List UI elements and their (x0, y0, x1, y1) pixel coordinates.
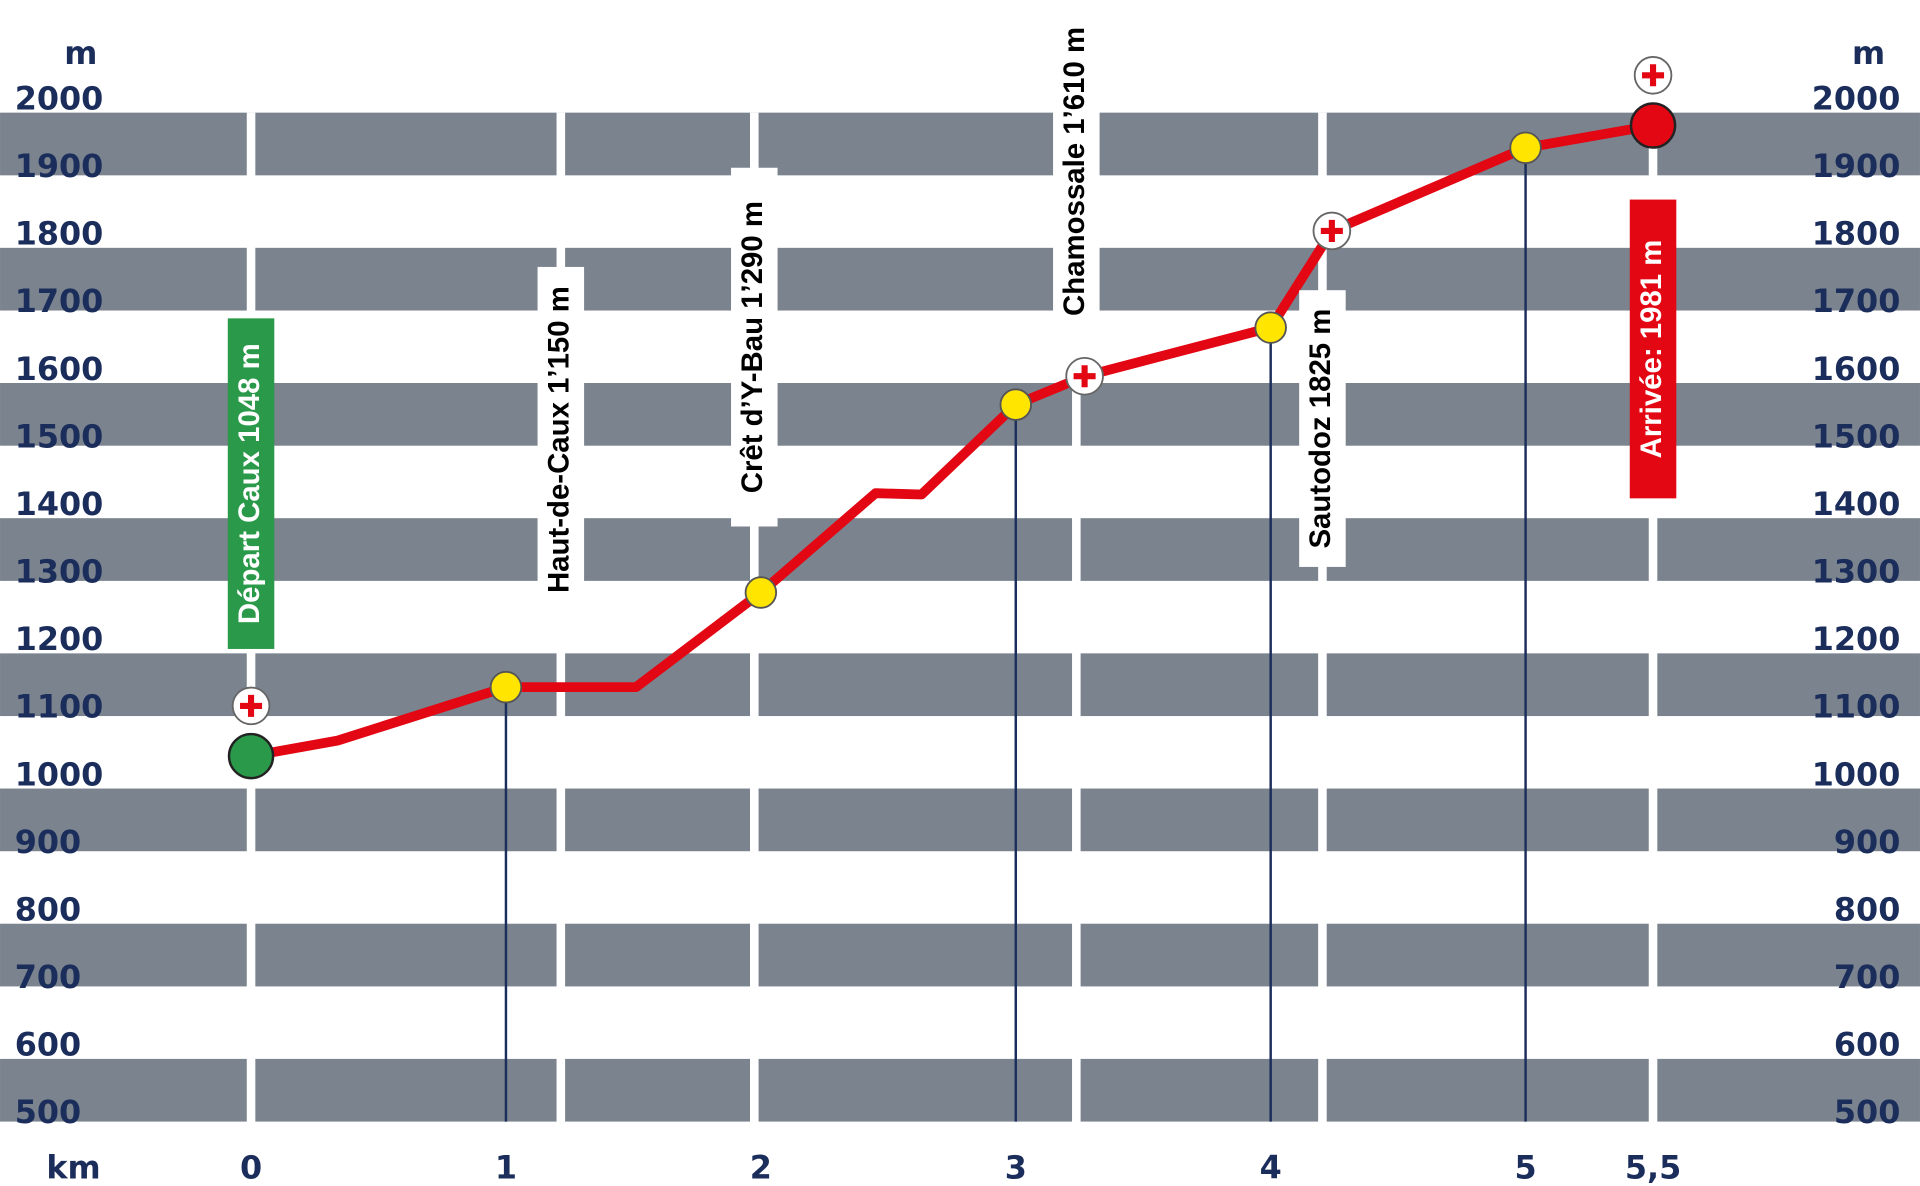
y-tick-label-right: 1100 (1812, 688, 1901, 726)
y-tick-label-right: 1300 (1812, 553, 1901, 591)
waypoint-marker (744, 576, 778, 609)
y-tick-label: 900 (15, 823, 81, 861)
waypoint-marker (1254, 311, 1287, 344)
waypoint-marker (489, 670, 523, 704)
x-tick-label: 1 (495, 1148, 517, 1186)
x-tick-label: 5 (1515, 1148, 1537, 1186)
annotation-label: Arrivée: 1981 m (1635, 240, 1668, 459)
y-tick-label-right: 1400 (1812, 485, 1901, 523)
annotation-box (1053, 18, 1100, 325)
y-tick-label-right: 2000 (1812, 79, 1901, 117)
band (0, 112, 1920, 176)
y-tick-label: 700 (15, 958, 81, 996)
x-tick-label: 3 (1005, 1148, 1027, 1186)
y-tick-label-right: 1200 (1812, 620, 1901, 658)
start-marker (227, 732, 275, 780)
annotation-label: Haut-de-Caux 1’150 m (543, 286, 576, 593)
x-tick-label: 2 (750, 1148, 772, 1186)
y-tick-label-right: 1500 (1812, 417, 1901, 455)
band (0, 518, 1920, 581)
y-tick-label-right: 1700 (1812, 282, 1901, 320)
first-aid-cross (1320, 219, 1343, 242)
y-tick-label-right: 1900 (1812, 147, 1901, 185)
annotation-box (731, 167, 778, 527)
annotation-label: Sautodoz 1825 m (1304, 309, 1337, 549)
y-tick-label: 1800 (15, 215, 104, 253)
waypoint-marker (1509, 131, 1542, 165)
y-axis-label-right: m (1852, 34, 1885, 72)
y-tick-label: 1200 (15, 620, 104, 658)
band (0, 788, 1920, 852)
first-aid-marker (1312, 211, 1352, 251)
y-tick-label: 500 (15, 1093, 81, 1131)
y-tick-label-right: 1800 (1812, 215, 1901, 253)
first-aid-cross (240, 694, 263, 717)
band (0, 923, 1920, 987)
x-axis-label: km (46, 1148, 100, 1186)
y-tick-label-right: 1000 (1812, 755, 1901, 793)
y-tick-label: 1100 (15, 688, 104, 726)
annotation-box (227, 318, 275, 649)
first-aid-cross (1642, 64, 1665, 87)
y-tick-label: 1400 (15, 485, 104, 523)
annotation-label: Chamossale 1’610 m (1058, 27, 1091, 316)
annotation-box (1629, 199, 1677, 499)
y-tick-label: 1600 (15, 350, 104, 388)
y-tick-label: 1700 (15, 282, 104, 320)
y-tick-label-right: 900 (1834, 823, 1900, 861)
annotation-label: Crêt d’Y-Bau 1’290 m (736, 201, 769, 493)
x-tick-label: 0 (240, 1148, 262, 1186)
y-tick-label-right: 600 (1834, 1026, 1900, 1064)
y-tick-label: 1000 (15, 755, 104, 793)
first-aid-marker (1065, 356, 1104, 396)
annotation-label: Départ Caux 1048 m (233, 343, 266, 624)
x-tick-label: 4 (1260, 1148, 1282, 1186)
y-tick-label: 1900 (15, 147, 104, 185)
y-tick-label-right: 700 (1834, 958, 1900, 996)
waypoint-marker (999, 388, 1032, 421)
first-aid-cross (1073, 365, 1096, 388)
background (0, 112, 1920, 1127)
y-tick-label-right: 1600 (1812, 350, 1901, 388)
y-tick-label: 2000 (15, 79, 104, 117)
y-axis-label: m (64, 34, 97, 72)
band (0, 653, 1920, 717)
y-tick-label-right: 500 (1834, 1093, 1900, 1131)
band (0, 1058, 1920, 1122)
first-aid-marker (231, 686, 271, 726)
annotation-box (1299, 290, 1346, 567)
y-tick-label: 1500 (15, 417, 104, 455)
band (0, 383, 1920, 446)
end-marker (1629, 102, 1677, 149)
annotation-box (537, 266, 585, 613)
first-aid-marker (1633, 56, 1673, 95)
x-tick-label: 5,5 (1625, 1148, 1681, 1186)
y-tick-label: 800 (15, 890, 81, 928)
y-tick-label: 1300 (15, 553, 104, 591)
band (0, 247, 1920, 311)
overlay: Départ Caux 1048 m Haut-de-Caux 1’150 m Cr… (227, 18, 1677, 1122)
y-tick-label: 600 (15, 1026, 81, 1064)
y-tick-label-right: 800 (1834, 890, 1900, 928)
